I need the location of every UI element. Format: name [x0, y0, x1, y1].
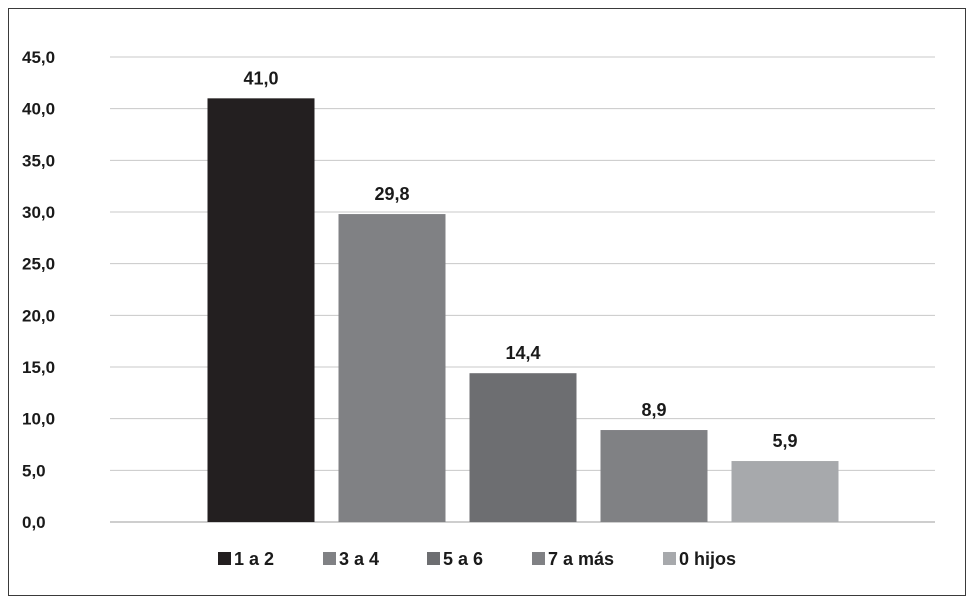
- y-tick-label: 35,0: [22, 151, 55, 170]
- y-tick-label: 30,0: [22, 203, 55, 222]
- data-labels: 41,0 29,8 14,4 8,9 5,9: [243, 68, 797, 451]
- y-tick-label: 10,0: [22, 410, 55, 429]
- legend-swatch: [532, 552, 545, 565]
- legend-swatch: [663, 552, 676, 565]
- legend-label: 3 a 4: [339, 549, 379, 569]
- y-tick-label: 15,0: [22, 358, 55, 377]
- data-label: 5,9: [772, 431, 797, 451]
- legend-swatch: [427, 552, 440, 565]
- legend-label: 7 a más: [548, 549, 614, 569]
- y-tick-label: 0,0: [22, 513, 46, 532]
- y-axis: 0,0 5,0 10,0 15,0 20,0 25,0 30,0 35,0 40,0 45,0: [22, 48, 55, 532]
- bar-5: [731, 461, 839, 522]
- y-tick-label: 40,0: [22, 100, 55, 119]
- y-tick-label: 45,0: [22, 48, 55, 67]
- legend-label: 0 hijos: [679, 549, 736, 569]
- legend-label: 5 a 6: [443, 549, 483, 569]
- bars: [207, 98, 839, 523]
- bar-4: [600, 430, 708, 522]
- legend: 1 a 2 3 a 4 5 a 6 7 a más 0 hijos: [218, 549, 736, 569]
- legend-swatch: [218, 552, 231, 565]
- legend-label: 1 a 2: [234, 549, 274, 569]
- data-label: 8,9: [641, 400, 666, 420]
- bar-3: [469, 373, 577, 522]
- y-tick-label: 25,0: [22, 255, 55, 274]
- bar-2: [338, 214, 446, 523]
- data-label: 14,4: [505, 343, 540, 363]
- data-label: 41,0: [243, 68, 278, 88]
- legend-swatch: [323, 552, 336, 565]
- y-tick-label: 5,0: [22, 461, 46, 480]
- y-tick-label: 20,0: [22, 306, 55, 325]
- bar-1: [207, 98, 315, 522]
- data-label: 29,8: [374, 184, 409, 204]
